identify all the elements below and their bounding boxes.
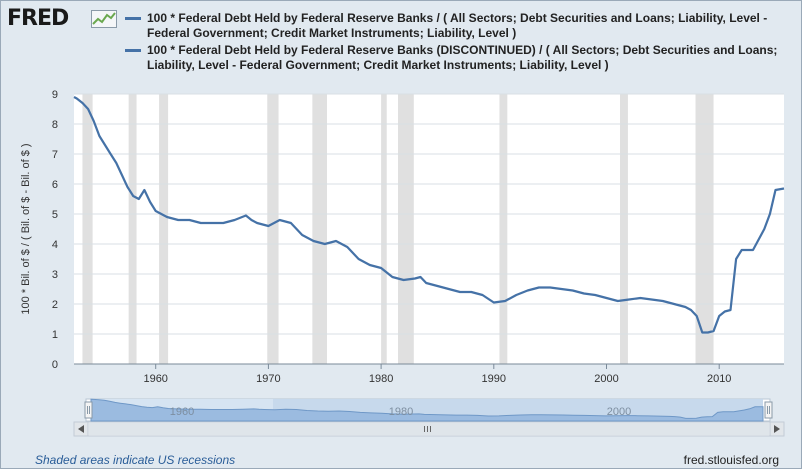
y-tick-label: 7 [52, 149, 58, 161]
x-axis: 1960 1970 1980 1990 2000 2010 [143, 364, 731, 385]
y-tick-label: 5 [52, 209, 58, 221]
y-tick-label: 8 [52, 119, 58, 131]
legend-swatch [125, 49, 141, 52]
navigator-label-1980: 1980 [389, 406, 413, 418]
range-navigator[interactable]: 1960 1980 2000 [1, 1, 801, 441]
sparkline-chart-icon [91, 10, 117, 28]
y-axis: 0 1 2 3 4 5 6 7 8 9 [52, 89, 58, 371]
navigator-series-area [90, 398, 764, 422]
x-tick-label: 1970 [256, 373, 280, 385]
plot-area [74, 94, 784, 364]
recession-band [159, 94, 169, 364]
x-tick-label: 1980 [369, 373, 393, 385]
recession-band [312, 94, 328, 364]
y-tick-label: 2 [52, 299, 58, 311]
arrow-left-icon [78, 425, 84, 433]
y-tick-label: 3 [52, 269, 58, 281]
recession-footnote: Shaded areas indicate US recessions [35, 453, 236, 467]
recession-band [128, 94, 137, 364]
scrollbar-thumb[interactable] [89, 423, 769, 435]
source-link[interactable]: fred.stlouisfed.org [683, 453, 779, 467]
recession-band [398, 94, 414, 364]
navigator-right-handle[interactable] [764, 401, 773, 419]
x-tick-label: 1960 [143, 373, 167, 385]
legend-swatch [125, 17, 141, 20]
recession-band [499, 94, 508, 364]
legend-item-2[interactable]: 100 * Federal Debt Held by Federal Reser… [125, 43, 797, 73]
y-axis-label: 100 * Bil. of $ / ( Bil. of $ - Bil. of … [20, 143, 32, 314]
x-tick-label: 1990 [482, 373, 506, 385]
y-tick-label: 1 [52, 329, 58, 341]
recession-band [695, 94, 714, 364]
arrow-right-icon [774, 425, 780, 433]
y-tick-label: 0 [52, 359, 58, 371]
fred-logo-text: FRED [7, 6, 69, 31]
series-line [73, 96, 785, 334]
recession-bands [82, 94, 714, 364]
navigator-label-1960: 1960 [170, 406, 194, 418]
recession-band [267, 94, 279, 364]
recession-band [381, 94, 387, 364]
navigator-label-2000: 2000 [607, 406, 631, 418]
fred-logo[interactable]: FRED [7, 7, 119, 31]
legend: 100 * Federal Debt Held by Federal Reser… [125, 11, 797, 75]
legend-label: 100 * Federal Debt Held by Federal Reser… [147, 11, 768, 40]
recession-band [620, 94, 628, 364]
navigator-left-handle[interactable] [84, 401, 93, 419]
y-tick-label: 4 [52, 239, 58, 251]
x-tick-label: 2000 [594, 373, 618, 385]
legend-item-1[interactable]: 100 * Federal Debt Held by Federal Reser… [125, 11, 797, 41]
legend-label: 100 * Federal Debt Held by Federal Reser… [147, 43, 778, 72]
y-tick-label: 9 [52, 89, 58, 101]
x-tick-label: 2010 [707, 373, 731, 385]
line-chart[interactable]: 0 1 2 3 4 5 6 7 8 9 1960 1970 1980 1990 2000 2010 100 … [1, 1, 801, 396]
recession-band [82, 94, 93, 364]
y-tick-label: 6 [52, 179, 58, 191]
